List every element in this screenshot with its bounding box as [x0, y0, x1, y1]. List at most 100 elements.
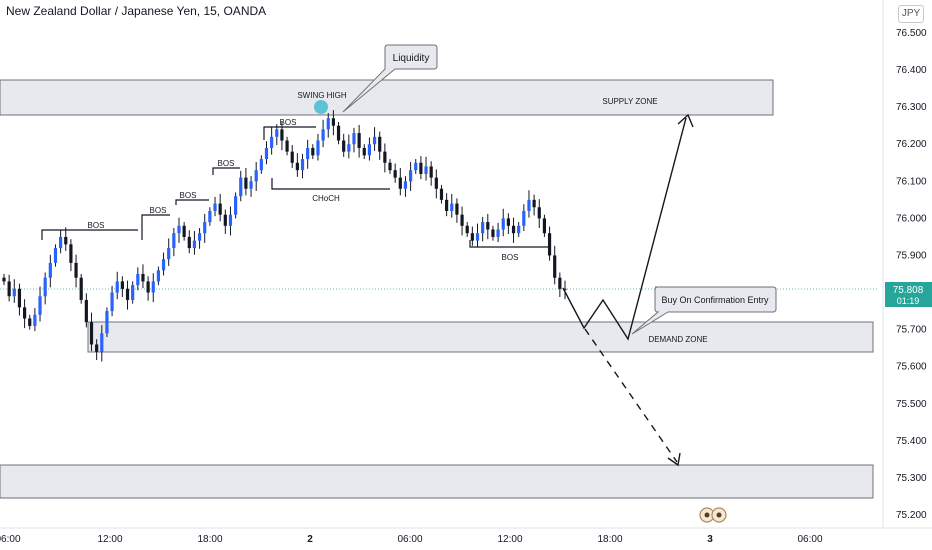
candle-12[interactable] [64, 236, 68, 245]
candle-36[interactable] [187, 236, 191, 249]
candle-88[interactable] [455, 203, 459, 215]
swing-high-marker[interactable] [314, 100, 328, 114]
candle-62[interactable] [321, 129, 325, 141]
candle-54[interactable] [280, 129, 284, 141]
candle-14[interactable] [74, 262, 78, 278]
candle-39[interactable] [203, 222, 207, 234]
candle-64[interactable] [331, 118, 335, 126]
candle-15[interactable] [79, 277, 83, 300]
candle-1[interactable] [7, 281, 11, 297]
candle-26[interactable] [136, 274, 140, 286]
candle-95[interactable] [491, 229, 495, 237]
candle-11[interactable] [59, 236, 63, 249]
time-axis[interactable]: 06:00 12:00 18:00 2 06:00 12:00 18:00 3 06:00 [0, 527, 932, 545]
candle-32[interactable] [167, 248, 171, 260]
candle-17[interactable] [89, 322, 94, 345]
candle-49[interactable] [254, 170, 258, 182]
candle-52[interactable] [270, 136, 274, 148]
candle-34[interactable] [177, 225, 181, 234]
candle-40[interactable] [208, 210, 212, 223]
candle-103[interactable] [532, 199, 536, 208]
candle-106[interactable] [547, 233, 552, 256]
candle-57[interactable] [295, 162, 299, 171]
candle-61[interactable] [316, 140, 320, 156]
candle-78[interactable] [403, 181, 408, 189]
candle-53[interactable] [275, 129, 279, 137]
candle-63[interactable] [326, 118, 330, 130]
candle-71[interactable] [367, 144, 372, 156]
candle-37[interactable] [192, 240, 197, 249]
candle-29[interactable] [151, 281, 155, 293]
candle-47[interactable] [244, 177, 248, 189]
candle-90[interactable] [465, 225, 469, 234]
candle-98[interactable] [506, 218, 510, 226]
candle-45[interactable] [234, 196, 238, 215]
candle-50[interactable] [259, 159, 263, 171]
supply-zone[interactable] [0, 79, 774, 116]
candle-35[interactable] [182, 225, 186, 237]
candle-41[interactable] [213, 203, 217, 211]
candle-27[interactable] [141, 274, 145, 282]
candle-101[interactable] [522, 210, 526, 226]
candle-56[interactable] [290, 151, 294, 163]
candle-16[interactable] [84, 299, 88, 323]
candle-108[interactable] [558, 277, 562, 289]
candle-9[interactable] [48, 262, 52, 278]
candle-96[interactable] [496, 229, 500, 237]
candle-24[interactable] [125, 288, 130, 300]
candle-100[interactable] [517, 225, 521, 234]
candle-76[interactable] [393, 170, 397, 178]
candle-84[interactable] [434, 177, 438, 189]
liquidity-callout[interactable]: Liquidity [342, 44, 438, 113]
candle-69[interactable] [357, 133, 361, 148]
candle-97[interactable] [501, 218, 505, 230]
candle-8[interactable] [43, 277, 47, 297]
candle-38[interactable] [197, 233, 202, 241]
candle-31[interactable] [161, 259, 166, 271]
candle-94[interactable] [486, 222, 490, 230]
candle-67[interactable] [347, 144, 351, 152]
candle-73[interactable] [378, 136, 382, 152]
candle-85[interactable] [439, 188, 444, 200]
candle-4[interactable] [22, 307, 27, 319]
candle-70[interactable] [362, 147, 366, 156]
candle-93[interactable] [481, 222, 485, 234]
candle-105[interactable] [542, 218, 547, 234]
candle-81[interactable] [419, 162, 423, 174]
candle-107[interactable] [553, 255, 557, 278]
candle-74[interactable] [383, 151, 387, 163]
candle-44[interactable] [228, 214, 233, 226]
candle-72[interactable] [372, 136, 377, 145]
candle-109[interactable] [563, 288, 567, 290]
candle-87[interactable] [450, 203, 454, 211]
candle-22[interactable] [115, 281, 119, 293]
candle-25[interactable] [131, 285, 135, 300]
candle-2[interactable] [12, 288, 16, 297]
candle-23[interactable] [120, 281, 124, 289]
candle-19[interactable] [100, 333, 104, 352]
price-axis[interactable]: 76.500 76.400 76.300 76.200 76.100 76.000 75.9… [882, 0, 927, 528]
candle-20[interactable] [105, 311, 109, 334]
candle-7[interactable] [38, 296, 42, 315]
candle-60[interactable] [311, 147, 315, 156]
candle-48[interactable] [249, 181, 253, 189]
candle-21[interactable] [110, 292, 114, 312]
candle-104[interactable] [537, 207, 541, 219]
candle-66[interactable] [342, 140, 346, 152]
candle-91[interactable] [470, 233, 474, 241]
candle-99[interactable] [511, 225, 516, 234]
candle-5[interactable] [28, 318, 32, 326]
candle-65[interactable] [336, 125, 341, 141]
candle-3[interactable] [17, 288, 22, 308]
candle-86[interactable] [445, 199, 449, 211]
candle-83[interactable] [429, 166, 433, 178]
candle-92[interactable] [475, 233, 480, 241]
candle-102[interactable] [527, 199, 531, 211]
lower-target-zone[interactable] [0, 464, 874, 499]
entry-callout[interactable]: Buy On Confirmation Entry [631, 286, 777, 335]
candle-43[interactable] [223, 214, 227, 226]
candle-77[interactable] [398, 177, 402, 189]
candle-89[interactable] [460, 214, 464, 226]
candle-33[interactable] [172, 233, 176, 249]
